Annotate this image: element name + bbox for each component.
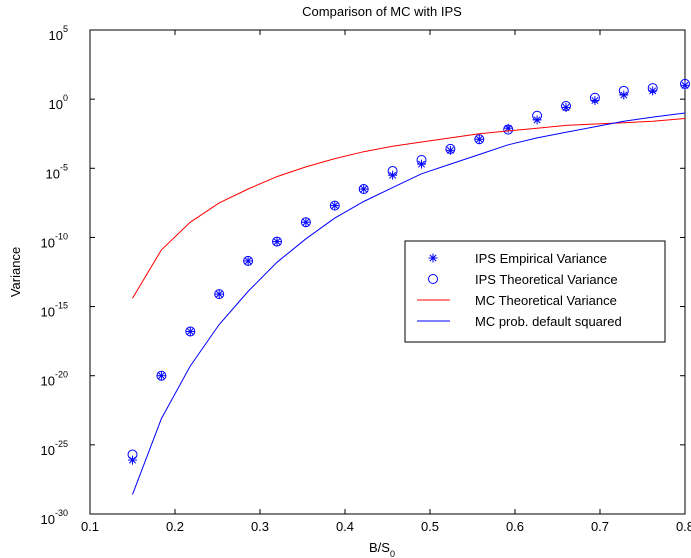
circle-point <box>618 85 629 96</box>
x-tick-label: 0.5 <box>421 519 439 534</box>
legend-box <box>404 240 666 343</box>
circle-point <box>243 255 254 266</box>
series-line-3 <box>132 112 686 495</box>
x-tick-label: 0.7 <box>591 519 609 534</box>
y-tick-label: 105 <box>49 24 68 43</box>
legend-circle-swatch <box>428 274 438 284</box>
y-tick-label: 10-30 <box>41 508 68 527</box>
circle-point <box>561 101 571 112</box>
y-tick-label: 10-20 <box>41 370 68 389</box>
circle-point <box>647 83 658 94</box>
asterisk-point <box>680 80 690 90</box>
circle-point <box>127 449 138 460</box>
circle-point <box>272 236 282 247</box>
y-tick-label: 10-25 <box>41 439 68 458</box>
series-layer <box>127 78 690 495</box>
asterisk-point <box>648 86 658 96</box>
y-tick-label: 10-5 <box>46 162 68 181</box>
circle-point <box>589 92 600 103</box>
circle-point <box>445 143 456 154</box>
y-axis-label: Variance <box>8 247 23 297</box>
asterisk-point <box>590 96 600 106</box>
legend: IPS Empirical Variance IPS Theoretical Va… <box>404 240 666 343</box>
circle-point <box>156 370 167 381</box>
asterisk-point <box>214 289 224 299</box>
circle-point <box>680 78 690 89</box>
x-axis-label-main: B/S <box>369 540 390 555</box>
x-tick-label: 0.1 <box>81 519 99 534</box>
legend-label: IPS Empirical Variance <box>475 251 607 266</box>
y-axis-ticks: 105 100 10-5 10-10 10-15 10-20 10-25 10-30 <box>41 24 685 527</box>
circle-point <box>532 110 543 121</box>
legend-entries: IPS Empirical Variance IPS Theoretical Va… <box>417 251 622 329</box>
series-line-2 <box>132 118 686 299</box>
x-tick-label: 0.2 <box>166 519 184 534</box>
asterisk-point <box>272 237 282 247</box>
asterisk-point <box>330 201 340 211</box>
circle-point <box>214 289 225 300</box>
asterisk-point <box>128 455 137 465</box>
x-tick-label: 0.4 <box>336 519 354 534</box>
asterisk-point <box>474 134 484 144</box>
legend-label: IPS Theoretical Variance <box>475 272 618 287</box>
x-tick-label: 0.6 <box>506 519 524 534</box>
asterisk-point <box>185 326 195 336</box>
x-axis-label: B/S0 <box>369 540 395 558</box>
x-tick-label: 0.3 <box>251 519 269 534</box>
chart-title: Comparison of MC with IPS <box>302 4 462 19</box>
asterisk-point <box>359 184 369 194</box>
legend-label: MC Theoretical Variance <box>475 293 617 308</box>
circle-point <box>474 134 485 145</box>
legend-asterisk-swatch <box>428 253 438 263</box>
circle-point <box>358 184 369 195</box>
y-tick-label: 10-15 <box>41 301 68 320</box>
circle-point <box>329 200 340 211</box>
x-axis-ticks: 0.1 0.2 0.3 0.4 0.5 0.6 0.7 0.8 <box>81 30 691 534</box>
x-tick-label: 0.8 <box>676 519 691 534</box>
x-axis-label-subscript: 0 <box>390 549 395 558</box>
circle-point <box>300 217 311 228</box>
asterisk-point <box>156 371 166 381</box>
y-tick-label: 100 <box>49 93 68 112</box>
circle-point <box>416 154 427 165</box>
circle-point <box>387 166 398 177</box>
legend-label: MC prob. default squared <box>475 314 622 329</box>
circle-point <box>503 124 514 135</box>
asterisk-point <box>301 217 311 227</box>
y-tick-label: 10-10 <box>41 231 68 250</box>
asterisk-point <box>243 256 253 266</box>
circle-point <box>185 326 196 337</box>
